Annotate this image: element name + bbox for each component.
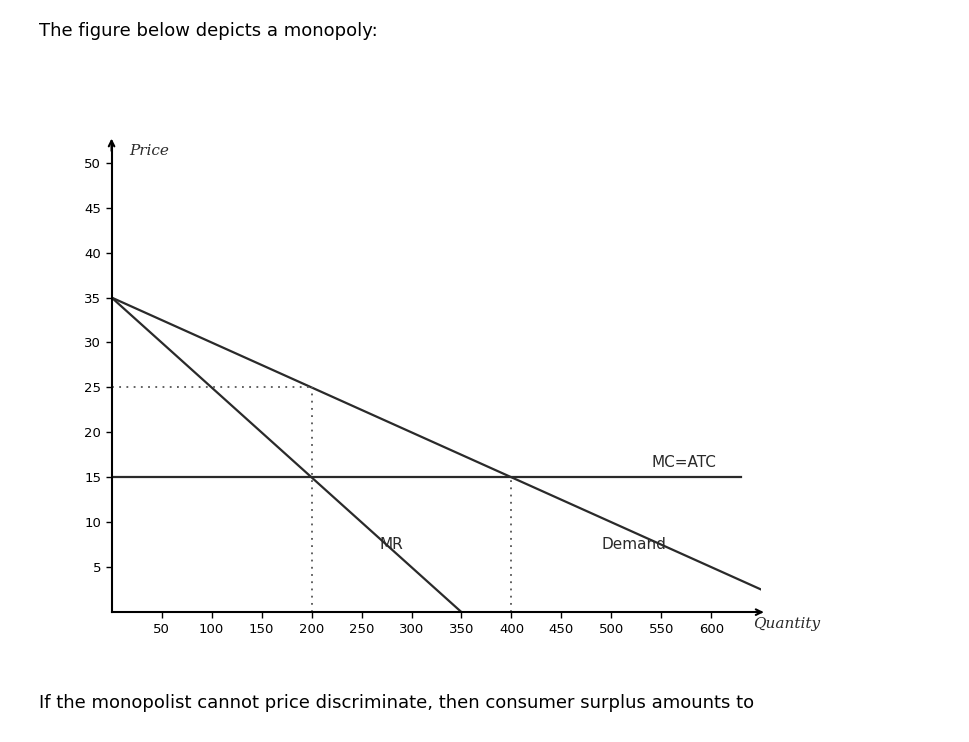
- Text: If the monopolist cannot price discriminate, then consumer surplus amounts to: If the monopolist cannot price discrimin…: [39, 695, 753, 712]
- Text: Quantity: Quantity: [753, 617, 820, 631]
- Text: Demand: Demand: [601, 537, 666, 552]
- Text: MC=ATC: MC=ATC: [651, 455, 715, 470]
- Text: The figure below depicts a monopoly:: The figure below depicts a monopoly:: [39, 22, 377, 40]
- Text: Price: Price: [130, 144, 170, 158]
- Text: MR: MR: [379, 537, 403, 552]
